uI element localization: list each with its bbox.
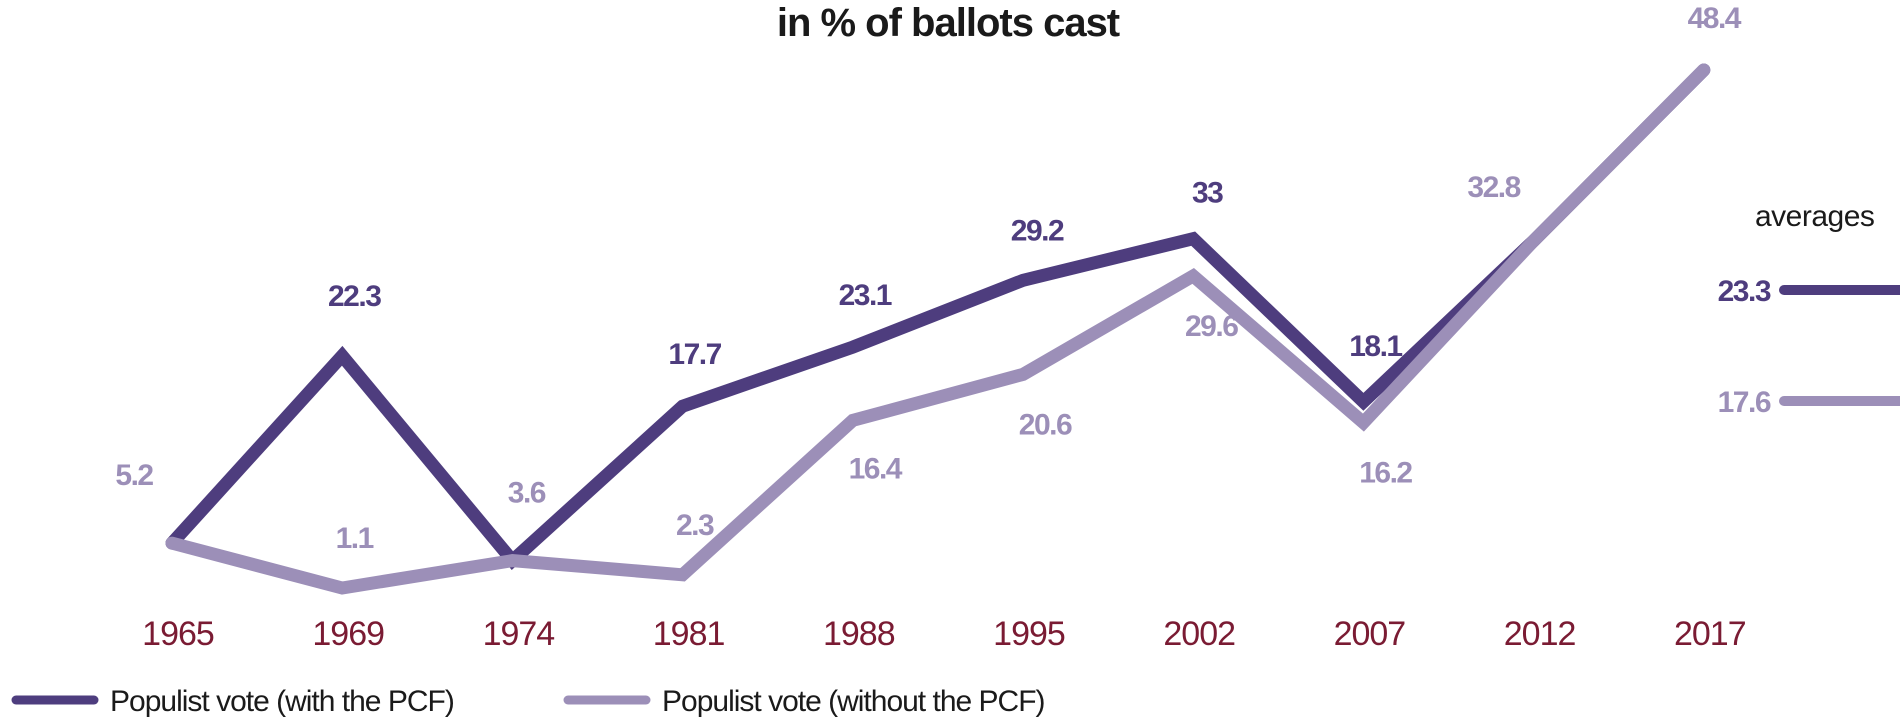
x-tick-label: 1988	[823, 615, 895, 653]
data-label: 17.7	[668, 338, 721, 371]
data-label: 16.4	[849, 452, 903, 485]
data-label: 2.3	[676, 509, 714, 542]
averages-panel: averages 23.3 17.6	[1718, 200, 1900, 419]
data-label: 23.1	[839, 279, 892, 312]
x-axis-ticks: 1965 1969 1974 1981 1988 1995 2002 2007 2012 2017	[142, 615, 1747, 653]
data-label: 18.1	[1349, 330, 1402, 363]
average-value-label: 23.3	[1718, 275, 1771, 308]
averages-title: averages	[1755, 200, 1874, 233]
x-tick-label: 2012	[1504, 615, 1576, 653]
data-label: 48.4	[1688, 2, 1742, 35]
legend-label: Populist vote (with the PCF)	[110, 685, 454, 718]
x-tick-label: 1995	[993, 615, 1065, 653]
legend-label: Populist vote (without the PCF)	[662, 685, 1045, 718]
data-label: 3.6	[508, 477, 546, 510]
data-label: 29.6	[1185, 310, 1238, 343]
data-label: 32.8	[1467, 171, 1520, 204]
x-tick-label: 1981	[653, 615, 725, 653]
x-tick-label: 2017	[1674, 615, 1746, 653]
data-label: 1.1	[336, 522, 374, 555]
data-label: 29.2	[1011, 214, 1064, 247]
x-tick-label: 1965	[142, 615, 214, 653]
chart-title: in % of ballots cast	[777, 1, 1120, 45]
data-labels: 22.3 17.7 23.1 29.2 33 18.1 5.2 1.1 3.6 2.3 16.4 20…	[115, 2, 1743, 555]
series-line-without-pcf	[165, 63, 1711, 595]
series-lines	[165, 63, 1711, 595]
series-line-with-pcf	[165, 63, 1711, 570]
average-value-label: 17.6	[1718, 386, 1771, 419]
data-label: 20.6	[1019, 408, 1072, 441]
x-tick-label: 1969	[312, 615, 384, 653]
x-tick-label: 2002	[1163, 615, 1235, 653]
x-tick-label: 2007	[1334, 615, 1406, 653]
data-label: 33	[1192, 177, 1223, 210]
data-label: 5.2	[115, 459, 153, 492]
x-tick-label: 1974	[483, 615, 555, 653]
data-label: 22.3	[328, 280, 381, 313]
legend: Populist vote (with the PCF) Populist vot…	[11, 685, 1046, 718]
data-label: 16.2	[1359, 457, 1412, 490]
